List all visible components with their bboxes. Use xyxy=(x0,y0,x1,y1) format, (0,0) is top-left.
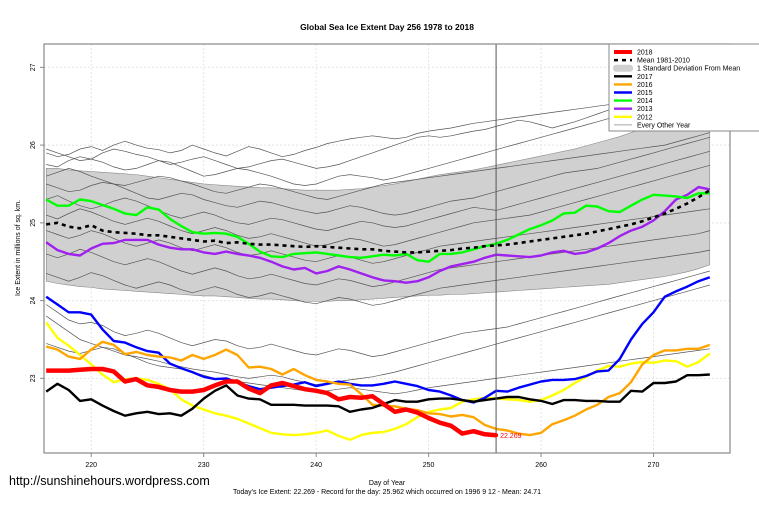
series-2013 xyxy=(45,185,711,284)
chart-subtitle: Today's Ice Extent: 22.269 - Record for … xyxy=(233,489,541,496)
y-axis-label: Ice Extent in millions of sq. km. xyxy=(15,200,22,296)
other-year-line xyxy=(46,88,710,158)
legend-label: 2014 xyxy=(637,98,653,105)
y-tick-label: 26 xyxy=(30,141,37,149)
y-axis-ticks: 23 24 25 26 27 xyxy=(30,63,44,382)
end-point-marker xyxy=(494,433,499,438)
series-mean-1981-2010 xyxy=(46,189,711,254)
footer-url[interactable]: http://sunshinehours.wordpress.com xyxy=(9,474,210,488)
other-year-line xyxy=(46,284,710,385)
legend-label: 2018 xyxy=(637,50,653,57)
other-years xyxy=(46,88,710,395)
x-tick-label: 220 xyxy=(85,462,97,469)
legend-label: 1 Standard Deviation From Mean xyxy=(637,66,740,73)
legend-label: 2012 xyxy=(637,114,653,121)
y-tick-label: 27 xyxy=(30,63,37,71)
legend-label: 2015 xyxy=(637,90,653,97)
legend-label: 2016 xyxy=(637,82,653,89)
y-tick-label: 24 xyxy=(30,297,37,305)
series-2014 xyxy=(45,192,710,263)
x-tick-label: 260 xyxy=(535,462,547,469)
other-year-line xyxy=(46,90,710,169)
x-tick-label: 270 xyxy=(648,462,660,469)
end-label-group: 22.269 xyxy=(494,433,522,440)
series-2015 xyxy=(45,276,711,404)
other-year-line xyxy=(46,164,710,247)
legend-swatch xyxy=(613,64,633,72)
series-lines xyxy=(45,185,711,441)
other-year-line xyxy=(46,208,710,264)
chart-title: Global Sea Ice Extent Day 256 1978 to 20… xyxy=(300,22,474,32)
end-value-label: 22.269 xyxy=(500,433,522,440)
y-tick-label: 25 xyxy=(30,219,37,227)
series-2012 xyxy=(45,321,711,441)
x-tick-label: 240 xyxy=(310,462,322,469)
other-year-line xyxy=(46,343,710,395)
legend-box xyxy=(608,43,759,132)
legend-label: Mean 1981-2010 xyxy=(637,58,690,65)
other-year-line xyxy=(46,270,710,357)
std-dev-band-area xyxy=(45,97,711,302)
x-tick-label: 230 xyxy=(198,462,210,469)
other-year-line xyxy=(46,136,710,216)
other-year-line xyxy=(46,90,710,186)
series-2017 xyxy=(45,373,710,417)
series-2018 xyxy=(46,366,497,438)
x-tick-label: 250 xyxy=(423,462,435,469)
other-year-line xyxy=(46,132,710,200)
x-axis-label: Day of Year xyxy=(369,480,406,487)
legend-label: 2017 xyxy=(637,74,653,81)
plot-frame xyxy=(43,43,731,454)
y-tick-label: 23 xyxy=(30,374,37,382)
legend-label: 2013 xyxy=(637,106,653,113)
std-dev-band xyxy=(45,97,711,302)
legend-label: Every Other Year xyxy=(637,122,691,129)
x-axis-ticks: 220 230 240 250 260 270 xyxy=(85,453,659,469)
other-year-line xyxy=(46,249,710,306)
